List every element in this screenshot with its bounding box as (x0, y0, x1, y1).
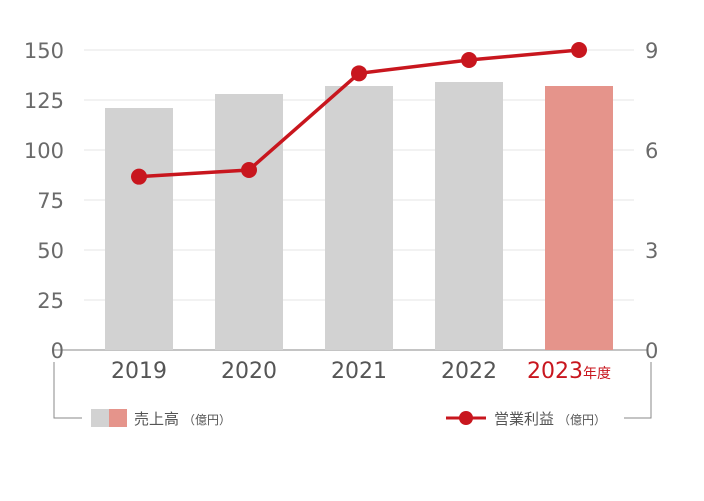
legend-line-marker (459, 411, 473, 425)
x-category-label: 2023年度 (527, 359, 611, 384)
bar-2023 (545, 86, 613, 350)
y-left-tick-label: 75 (37, 189, 64, 213)
legend-bar-label: 売上高 (134, 410, 179, 428)
y-left-tick-label: 25 (37, 289, 64, 313)
bar-2022 (435, 82, 503, 350)
x-category-label: 2019 (111, 359, 167, 384)
legend-line: 営業利益 （億円） (446, 410, 606, 428)
left-y-axis-ticks: 0 25 50 75 100 125 150 (24, 39, 64, 363)
legend-bar-swatch-highlight (109, 409, 127, 427)
legend-line-unit: （億円） (558, 413, 606, 427)
y-left-tick-label: 125 (24, 89, 64, 113)
legend-bar-swatch-gray (91, 409, 109, 427)
legend-bar-unit: （億円） (183, 413, 231, 427)
bar-series (105, 82, 613, 350)
right-y-axis-ticks: 0 3 6 9 (645, 39, 658, 363)
x-category-suffix: 年度 (583, 366, 611, 382)
legend-bar: 売上高 （億円） (91, 409, 231, 428)
legend-bracket (53, 362, 652, 419)
x-category-label: 2021 (331, 359, 387, 384)
y-left-tick-label: 150 (24, 39, 64, 63)
x-category-label: 2022 (441, 359, 497, 384)
y-left-tick-label: 50 (37, 239, 64, 263)
x-category-label: 2020 (221, 359, 277, 384)
y-left-tick-label: 0 (51, 339, 64, 363)
x-axis-categories: 2019 2020 2021 2022 2023年度 (111, 359, 611, 384)
bar-2020 (215, 94, 283, 350)
y-right-tick-label: 3 (645, 239, 658, 263)
y-left-tick-label: 100 (24, 139, 64, 163)
line-point-2019 (131, 168, 147, 185)
line-point-2023 (571, 42, 587, 58)
line-point-2021 (351, 65, 367, 82)
line-series (131, 42, 587, 185)
y-right-tick-label: 0 (645, 339, 658, 363)
bar-2021 (325, 86, 393, 350)
line-point-2020 (241, 162, 257, 178)
bar-2019 (105, 108, 173, 350)
y-right-tick-label: 9 (645, 39, 658, 63)
legend-line-label: 営業利益 (494, 410, 554, 428)
line-point-2022 (461, 52, 477, 68)
y-right-tick-label: 6 (645, 139, 658, 163)
